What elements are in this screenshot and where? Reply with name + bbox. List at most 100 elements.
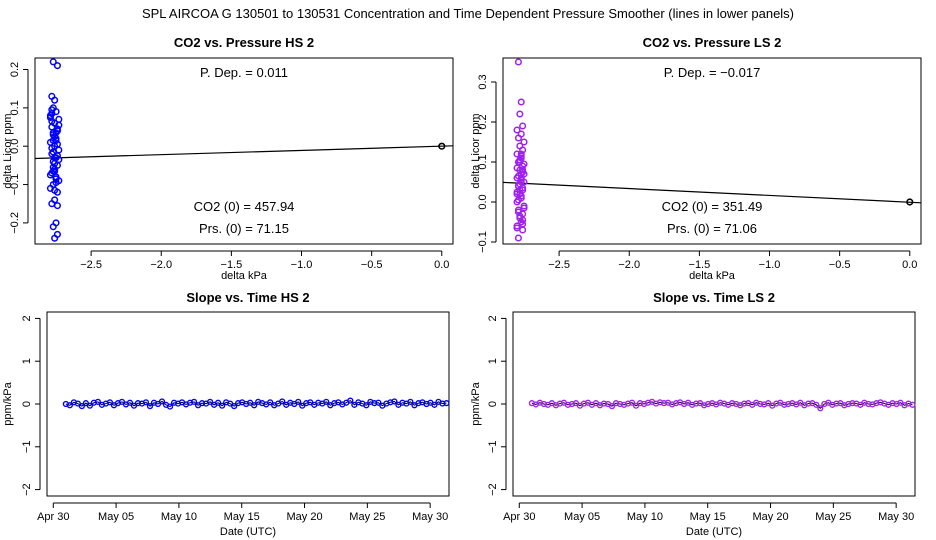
y-tick-label: −1: [487, 441, 499, 454]
annotation: P. Dep. = 0.011: [200, 65, 288, 80]
data-point: [52, 175, 60, 183]
x-tick-label: −1.0: [759, 259, 781, 271]
data-point: [628, 399, 636, 406]
data-point: [158, 398, 166, 405]
data-point: [49, 129, 57, 137]
data-point: [166, 403, 174, 410]
data-point: [391, 398, 398, 405]
data-point: [443, 400, 450, 407]
data-point: [190, 398, 198, 405]
y-tick-label: −1: [21, 441, 33, 454]
x-tick-label: 0.0: [434, 259, 449, 271]
data-point: [517, 170, 525, 178]
data-point: [517, 98, 525, 106]
data-point: [519, 216, 527, 224]
data-point: [516, 186, 524, 194]
x-tick-label: May 10: [161, 511, 197, 523]
x-tick-label: −2.0: [150, 259, 172, 271]
data-point: [514, 182, 522, 190]
data-point: [520, 204, 528, 212]
y-tick-label: −0.2: [9, 212, 21, 234]
reference-point: [438, 142, 446, 150]
data-point: [741, 400, 748, 407]
data-point: [49, 136, 57, 145]
data-point: [817, 405, 824, 412]
data-point: [53, 202, 61, 210]
data-point: [51, 133, 59, 141]
data-point: [347, 397, 354, 404]
data-point: [231, 403, 238, 410]
data-point: [805, 400, 812, 407]
data-point: [375, 399, 382, 406]
plot-frame: [502, 57, 922, 245]
x-tick-label: −2.5: [80, 259, 102, 271]
y-tick-label: 0.3: [477, 74, 489, 89]
y-tick-label: −2: [21, 483, 33, 496]
data-point: [757, 400, 764, 408]
y-tick-label: 0.0: [477, 194, 489, 209]
x-tick-label: May 25: [815, 511, 851, 523]
data-point: [66, 402, 73, 409]
y-tick-label: 2: [21, 315, 33, 321]
x-tick-label: May 30: [878, 511, 914, 523]
x-tick-label: May 30: [412, 511, 448, 523]
data-point: [106, 399, 114, 406]
x-tick-label: Apr 30: [503, 511, 535, 523]
data-point: [514, 58, 522, 66]
data-point: [78, 403, 85, 410]
data-point: [608, 403, 616, 410]
data-point: [323, 398, 330, 405]
data-point: [660, 400, 668, 407]
reference-point: [906, 198, 914, 206]
data-point: [693, 400, 700, 407]
chart-title: CO2 vs. Pressure LS 2: [643, 35, 782, 50]
data-point: [520, 178, 528, 186]
data-point: [519, 166, 527, 174]
data-point: [51, 96, 59, 104]
data-point: [833, 400, 840, 407]
data-point: [198, 400, 206, 407]
x-tick-label: −0.5: [829, 259, 851, 271]
data-point: [52, 179, 60, 187]
data-point: [849, 400, 856, 407]
x-axis-label: delta kPa: [221, 270, 268, 282]
data-point: [865, 400, 872, 408]
x-tick-label: May 05: [98, 511, 134, 523]
data-point: [363, 402, 370, 409]
data-point: [46, 113, 54, 121]
y-tick-label: −0.1: [477, 231, 489, 253]
panel-top-right: CO2 vs. Pressure LS 2 −2.5 −2.0 −1.5 −1.0 −0.…: [470, 35, 922, 282]
x-tick-label: −1.0: [291, 259, 313, 271]
fit-line: [35, 145, 453, 160]
y-tick-label: −2: [487, 483, 499, 496]
figure-title: SPL AIRCOA G 130501 to 130531 Concentrat…: [141, 6, 795, 21]
y-tick-label: 1: [487, 358, 499, 364]
data-point: [48, 106, 56, 114]
y-axis-label: ppm/kPa: [2, 381, 14, 425]
x-tick-label: Apr 30: [37, 511, 69, 523]
panel-bottom-left: Slope vs. Time HS 2 Apr 30 May 05 May 10 May…: [2, 290, 450, 538]
data-point: [520, 138, 528, 146]
data-point: [431, 401, 438, 408]
x-tick-label: May 25: [349, 511, 385, 523]
data-point: [53, 140, 61, 148]
data-point: [55, 146, 63, 154]
data-point: [142, 399, 150, 406]
data-point: [600, 400, 608, 407]
data-point: [55, 121, 63, 129]
scatter-layer: [35, 58, 453, 242]
data-point: [519, 220, 527, 228]
data-point: [52, 129, 60, 137]
y-tick-label: 0.2: [9, 62, 21, 77]
chart-title: Slope vs. Time LS 2: [653, 290, 775, 305]
data-point: [51, 186, 59, 194]
data-point: [909, 401, 916, 408]
y-tick-label: 0.0: [9, 139, 21, 154]
data-point: [267, 399, 274, 406]
data-point: [94, 398, 101, 405]
data-point: [215, 399, 222, 406]
data-point: [49, 58, 57, 66]
y-tick-label: 0.1: [477, 154, 489, 169]
x-tick-label: −1.5: [221, 259, 243, 271]
x-tick-label: −0.5: [361, 259, 383, 271]
